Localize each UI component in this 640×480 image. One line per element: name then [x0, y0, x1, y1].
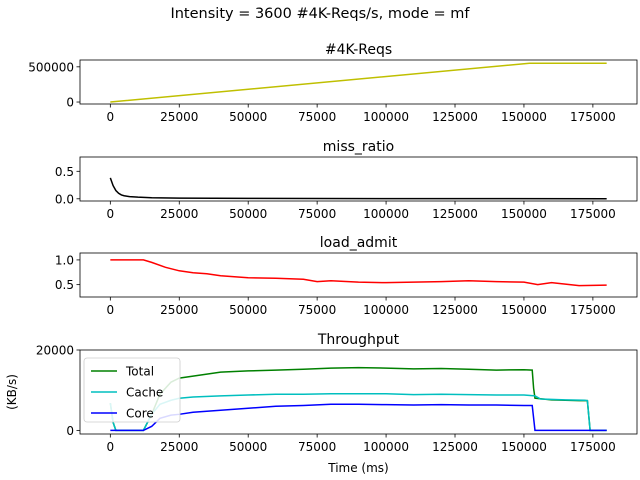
subplot-title: Throughput: [317, 332, 400, 348]
x-tick-label: 25000: [160, 110, 198, 124]
x-tick-label: 125000: [432, 207, 478, 221]
y-tick-label: 1.0: [55, 253, 74, 267]
subplot-title: load_admit: [320, 235, 398, 251]
x-tick-label: 75000: [298, 440, 336, 454]
y-tick-label: 20000: [36, 344, 74, 358]
x-tick-label: 175000: [570, 110, 616, 124]
x-tick-label: 50000: [229, 207, 267, 221]
x-tick-label: 0: [107, 110, 115, 124]
x-tick-label: 125000: [432, 440, 478, 454]
x-tick-label: 175000: [570, 207, 616, 221]
legend-label-core: Core: [126, 407, 154, 421]
subplot-1: #4K-Reqs 0 25000 50000 75000 100000 125000 1500…: [28, 42, 638, 124]
y-tick-label: 0.0: [55, 192, 74, 206]
legend-label-cache: Cache: [126, 386, 163, 400]
x-axis-label: Time (ms): [327, 461, 389, 475]
x-tick-label: 50000: [229, 303, 267, 317]
x-tick-label: 25000: [160, 207, 198, 221]
x-tick-label: 0: [107, 440, 115, 454]
axes-frame: [79, 156, 638, 202]
x-tick-label: 75000: [298, 207, 336, 221]
legend-label-total: Total: [125, 365, 154, 379]
series-line-1: [110, 259, 607, 287]
x-tick-label: 100000: [363, 110, 409, 124]
x-tick-label: 100000: [363, 303, 409, 317]
x-tick-label: 100000: [363, 440, 409, 454]
y-tick-label: 0: [66, 424, 74, 438]
x-tick-label: 175000: [570, 440, 616, 454]
x-tick-label: 75000: [298, 303, 336, 317]
axes-frame: [79, 59, 638, 105]
x-tick-label: 0: [107, 303, 115, 317]
x-tick-label: 125000: [432, 303, 478, 317]
x-tick-label: 150000: [501, 303, 547, 317]
x-tick-label: 150000: [501, 110, 547, 124]
x-tick-label: 0: [107, 207, 115, 221]
y-tick-label: 0: [66, 96, 74, 110]
legend-box: [83, 357, 181, 423]
x-tick-label: 125000: [432, 110, 478, 124]
x-tick-label: 175000: [570, 303, 616, 317]
x-tick-label: 150000: [501, 440, 547, 454]
subplot-title: #4K-Reqs: [325, 42, 392, 58]
subplot-2: miss_ratio 0 25000 50000 75000 100000 125000 15…: [55, 139, 638, 221]
legend: Total Cache Core: [83, 357, 181, 423]
x-tick-label: 50000: [229, 440, 267, 454]
x-tick-label: 50000: [229, 110, 267, 124]
axes-frame: [79, 252, 638, 298]
x-tick-label: 25000: [160, 303, 198, 317]
y-axis-label: (KB/s): [5, 374, 19, 410]
figure-suptitle: Intensity = 3600 #4K-Reqs/s, mode = mf: [170, 6, 470, 22]
x-tick-label: 100000: [363, 207, 409, 221]
subplot-4: Throughput 0 25000 50000 75000 100000 125000 15…: [5, 332, 638, 475]
series-line-1: [110, 62, 607, 103]
axes-frame: [79, 349, 638, 435]
subplot-title: miss_ratio: [323, 139, 394, 155]
y-tick-label: 500000: [28, 60, 74, 74]
x-tick-label: 150000: [501, 207, 547, 221]
y-tick-label: 0.5: [55, 165, 74, 179]
x-tick-label: 25000: [160, 440, 198, 454]
subplot-3: load_admit 0 25000 50000 75000 100000 125000 15…: [55, 235, 638, 317]
x-tick-label: 75000: [298, 110, 336, 124]
y-tick-label: 0.5: [55, 278, 74, 292]
series-line-1: [109, 177, 607, 200]
subplots: #4K-Reqs 0 25000 50000 75000 100000 125000 1500…: [5, 42, 638, 475]
